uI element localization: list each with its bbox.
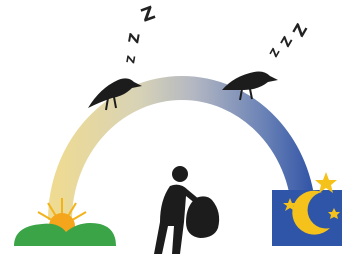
trash-bag bbox=[186, 196, 219, 238]
sleep-mark: Z bbox=[139, 2, 158, 26]
sleep-mark: Z bbox=[124, 54, 138, 64]
sleep-mark: Z bbox=[289, 20, 311, 40]
sleep-mark: Z bbox=[267, 46, 282, 59]
page: Z Z Z Z Z Z (() => { const data = JSON.p… bbox=[0, 0, 356, 263]
sleep-mark: Z bbox=[126, 32, 144, 45]
sleep-mark: Z bbox=[278, 34, 296, 50]
illustration: Z Z Z Z Z Z bbox=[0, 0, 356, 263]
star bbox=[315, 172, 337, 193]
